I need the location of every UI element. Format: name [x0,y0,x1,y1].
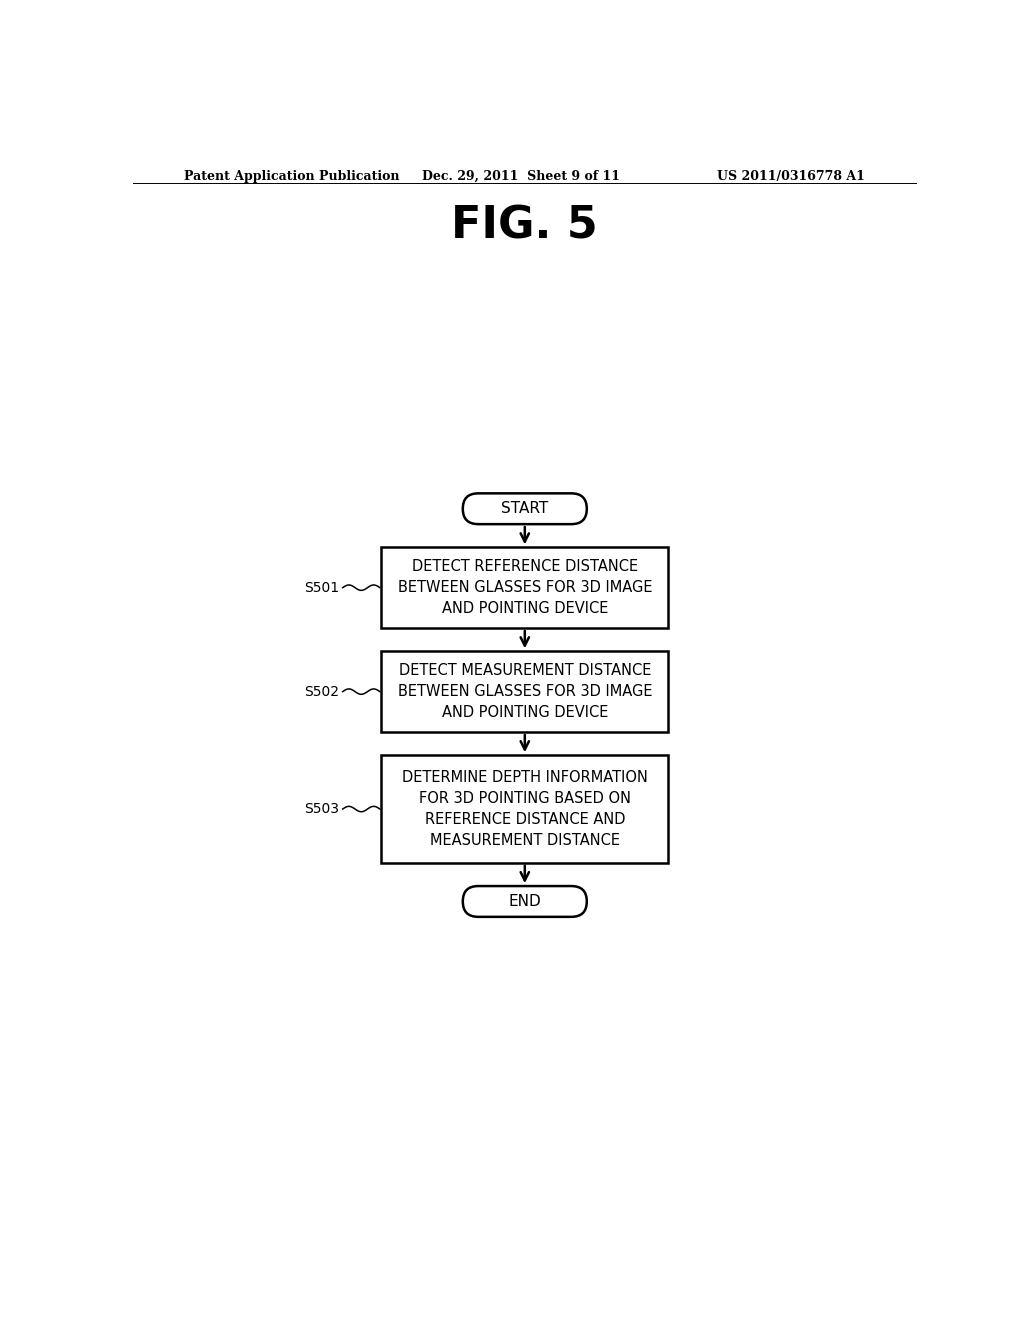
Text: END: END [509,894,541,909]
Text: START: START [501,502,549,516]
FancyBboxPatch shape [463,494,587,524]
FancyBboxPatch shape [381,548,669,628]
Text: US 2011/0316778 A1: US 2011/0316778 A1 [717,170,865,183]
Text: Dec. 29, 2011  Sheet 9 of 11: Dec. 29, 2011 Sheet 9 of 11 [423,170,621,183]
Text: S502: S502 [304,685,339,698]
FancyBboxPatch shape [381,651,669,733]
FancyBboxPatch shape [381,755,669,863]
Text: DETERMINE DEPTH INFORMATION
FOR 3D POINTING BASED ON
REFERENCE DISTANCE AND
MEAS: DETERMINE DEPTH INFORMATION FOR 3D POINT… [401,770,648,847]
Text: DETECT REFERENCE DISTANCE
BETWEEN GLASSES FOR 3D IMAGE
AND POINTING DEVICE: DETECT REFERENCE DISTANCE BETWEEN GLASSE… [397,560,652,616]
Text: S501: S501 [304,581,339,595]
Text: S503: S503 [304,803,339,816]
Text: DETECT MEASUREMENT DISTANCE
BETWEEN GLASSES FOR 3D IMAGE
AND POINTING DEVICE: DETECT MEASUREMENT DISTANCE BETWEEN GLAS… [397,663,652,721]
Text: FIG. 5: FIG. 5 [452,205,598,248]
FancyBboxPatch shape [463,886,587,917]
Text: Patent Application Publication: Patent Application Publication [183,170,399,183]
